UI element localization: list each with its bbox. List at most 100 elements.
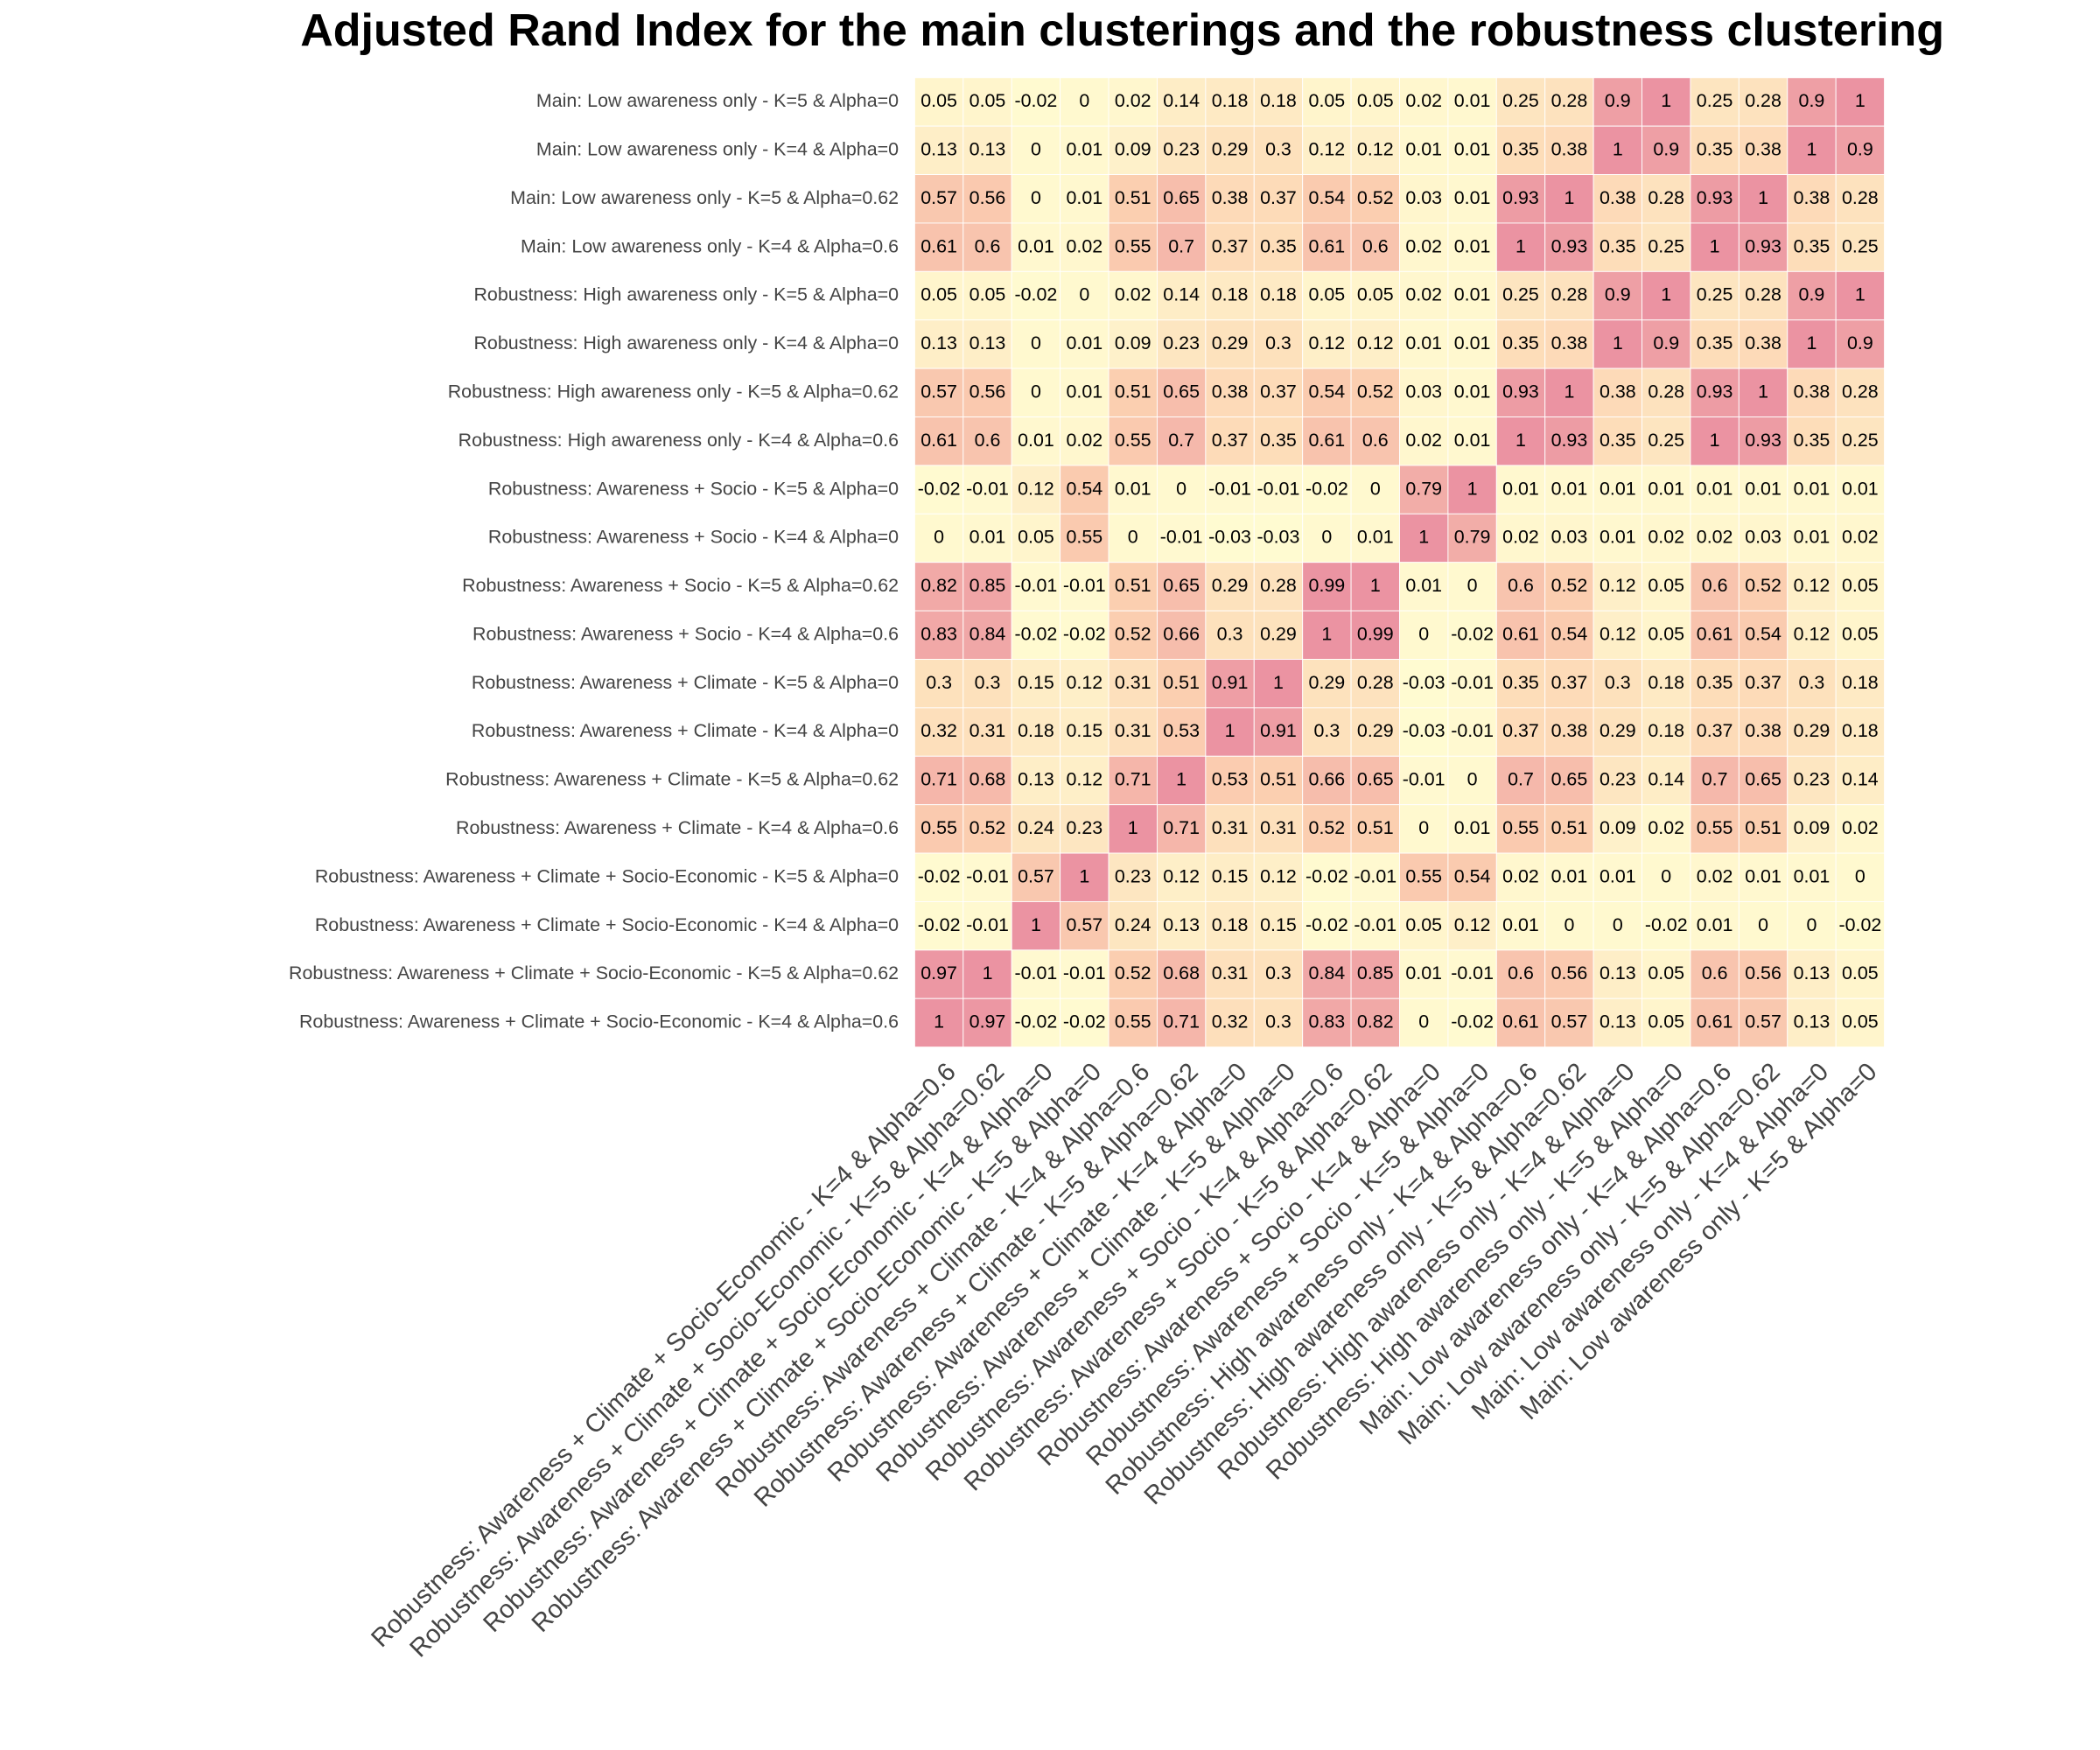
cell-label: 0.38 (1794, 187, 1830, 208)
y-tick-label: Robustness: High awareness only - K=4 & … (458, 430, 899, 451)
cell-label: 0.7 (1168, 235, 1194, 256)
heatmap-cell (914, 998, 964, 1048)
heatmap-cell (1253, 319, 1304, 369)
cell-label: 0.01 (1454, 430, 1491, 451)
heatmap-cell (1108, 804, 1158, 854)
cell-label: 0.24 (1018, 817, 1054, 838)
cell-label: 0.52 (1551, 575, 1588, 596)
cell-label: 0.29 (1357, 720, 1394, 741)
heatmap-cell (1495, 174, 1546, 224)
cell-label: 0.61 (920, 430, 957, 451)
heatmap-cell (1399, 998, 1449, 1048)
heatmap-cell (914, 900, 964, 951)
cell-label: 0.55 (1115, 1012, 1152, 1032)
cell-label: 1 (1661, 90, 1671, 111)
cell-label: 0.38 (1551, 139, 1588, 160)
cell-label: 0.9 (1653, 139, 1679, 160)
heatmap-cell (1060, 755, 1110, 806)
cell-label: 1 (1516, 430, 1526, 451)
heatmap-cell (1108, 659, 1158, 709)
cell-label: 0.6 (1702, 575, 1728, 596)
cell-label: -0.03 (1403, 720, 1446, 741)
heatmap-cell (1592, 852, 1642, 902)
heatmap-cell (1302, 174, 1352, 224)
heatmap-cell (1399, 900, 1449, 951)
cell-label: -0.02 (1015, 90, 1058, 111)
cell-label: 0.05 (1648, 962, 1684, 984)
cell-label: 0.7 (1702, 769, 1728, 790)
cell-label: 0.02 (1697, 865, 1733, 886)
cell-label: 0.13 (1163, 914, 1200, 935)
heatmap-cell (1787, 513, 1837, 564)
cell-label: 0.01 (1115, 478, 1152, 499)
cell-label: 0.54 (1309, 187, 1346, 208)
y-tick-label: Main: Low awareness only - K=4 & Alpha=0 (536, 139, 899, 160)
heatmap-cell (1060, 222, 1110, 272)
cell-label: 0.55 (1115, 430, 1152, 451)
cell-label: -0.02 (918, 914, 961, 935)
cell-label: 0.35 (1794, 430, 1830, 451)
cell-label: 0.9 (1605, 90, 1631, 111)
cell-label: 0.13 (970, 139, 1006, 160)
cell-label: 0.7 (1168, 430, 1194, 451)
heatmap-cell (1108, 125, 1158, 175)
cell-label: 0.37 (1697, 720, 1733, 741)
cell-label: 0.65 (1357, 769, 1394, 790)
cell-label: 0.25 (1502, 90, 1539, 111)
cell-label: 0.13 (920, 139, 957, 160)
heatmap-cell (1544, 513, 1594, 564)
heatmap-cell (1011, 319, 1061, 369)
cell-label: 0.05 (1405, 914, 1442, 935)
cell-label: 0.01 (1454, 817, 1491, 838)
heatmap-cell (1447, 368, 1497, 417)
chart-title: Adjusted Rand Index for the main cluster… (300, 5, 1944, 56)
cell-label: 0.02 (1502, 865, 1539, 886)
cell-label: 0.01 (1454, 284, 1491, 305)
cell-label: 0.3 (1605, 672, 1631, 693)
cell-label: 0.12 (1163, 865, 1200, 886)
heatmap-cell (1544, 998, 1594, 1048)
cell-label: -0.01 (966, 478, 1009, 499)
cell-label: 0.37 (1502, 720, 1539, 741)
cell-label: 1 (1758, 187, 1768, 208)
cell-label: 0.28 (1745, 284, 1782, 305)
cell-label: 1 (1564, 381, 1574, 402)
heatmap-cell (1642, 804, 1691, 854)
cell-label: 0.01 (1066, 187, 1102, 208)
cell-label: 0.38 (1745, 139, 1782, 160)
heatmap-cell (1447, 610, 1497, 660)
heatmap-cell (1787, 368, 1837, 417)
cell-label: 0.14 (1163, 284, 1200, 305)
cell-label: 0.93 (1502, 381, 1539, 402)
cell-label: 0.01 (1551, 865, 1588, 886)
heatmap-cell (914, 368, 964, 417)
cell-label: 0.52 (1357, 381, 1394, 402)
cell-label: 0.05 (1648, 623, 1684, 644)
cell-label: 0.25 (1842, 235, 1879, 256)
heatmap-cell (1642, 174, 1691, 224)
cell-label: 0.6 (1362, 430, 1389, 451)
heatmap-cell (1642, 513, 1691, 564)
cell-label: 0.03 (1745, 527, 1782, 548)
cell-label: 0.3 (1265, 139, 1292, 160)
heatmap-cell (1787, 659, 1837, 709)
cell-label: 0 (1031, 187, 1041, 208)
cell-label: 0.37 (1212, 235, 1249, 256)
heatmap-cell (1253, 804, 1304, 854)
heatmap-cell (1302, 659, 1352, 709)
cell-label: 0.97 (920, 962, 957, 984)
cell-label: 0.02 (1405, 235, 1442, 256)
cell-label: 0.68 (970, 769, 1006, 790)
heatmap-cell (1835, 125, 1886, 175)
heatmap-cell (1690, 270, 1740, 321)
heatmap-cell (1835, 416, 1886, 466)
cell-label: 0.29 (1260, 623, 1297, 644)
heatmap-cell (1399, 174, 1449, 224)
heatmap-cell (1835, 562, 1886, 612)
cell-label: 0.38 (1212, 381, 1249, 402)
cell-label: 0.93 (1502, 187, 1539, 208)
cell-label: 0.71 (1163, 1012, 1200, 1032)
cell-label: 1 (1855, 90, 1866, 111)
cell-label: 0.51 (1115, 381, 1152, 402)
